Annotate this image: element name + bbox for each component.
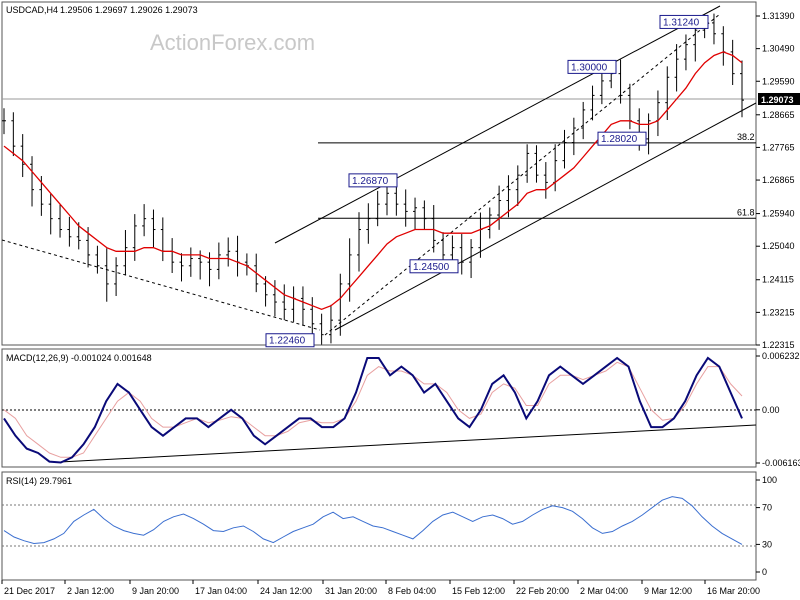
date-tick-label: 24 Jan 12:00: [260, 586, 312, 596]
callout-box: [265, 333, 315, 348]
watermark: ActionForex.com: [150, 30, 315, 55]
fib-label: 61.8: [737, 207, 755, 217]
price-y-tick-label: 1.26865: [762, 175, 795, 185]
date-tick-label: 15 Feb 12:00: [452, 586, 505, 596]
rsi-y-tick-label: 0: [762, 567, 767, 577]
callout-box: [659, 14, 709, 29]
price-header-ohlc: 1.29506 1.29697 1.29026 1.29073: [60, 5, 198, 15]
date-tick-label: 16 Mar 20:00: [707, 586, 760, 596]
price-callouts: 1.31240 1.30000 1.28020 1.26870 1.24500 1.224…: [265, 14, 709, 348]
macd-line: [3, 356, 743, 464]
last-price-box: [758, 93, 800, 105]
rsi-pane: [1, 471, 757, 581]
macd-trend-line: [59, 424, 757, 463]
callout-label: 1.30000: [571, 62, 608, 73]
rsi-line: [3, 496, 743, 545]
rsi-y-axis: 100 70 30 0: [756, 475, 777, 577]
date-axis: 21 Dec 2017 2 Jan 12:00 9 Jan 20:00 17 Jan …: [1, 580, 760, 596]
price-y-axis: 1.31390 1.30490 1.29590 1.28665 1.27765 1.268…: [756, 11, 795, 350]
channel-mid-dashed-line: [324, 13, 721, 336]
date-tick-label: 17 Jan 04:00: [195, 586, 247, 596]
date-tick-label: 2 Jan 12:00: [67, 586, 114, 596]
downtrend-dashed-line: [1, 239, 321, 331]
price-y-tick-label: 1.31390: [762, 11, 795, 21]
callout-box: [567, 59, 617, 74]
price-y-tick-label: 1.28665: [762, 110, 795, 120]
macd-pane: [1, 348, 757, 468]
date-tick-label: 31 Jan 20:00: [325, 586, 377, 596]
date-tick-label: 8 Feb 04:00: [388, 586, 436, 596]
date-tick-label: 9 Mar 12:00: [644, 586, 692, 596]
date-tick-label: 9 Jan 20:00: [132, 586, 179, 596]
callout-label: 1.24500: [413, 262, 450, 273]
channel-lines: [1, 5, 757, 336]
price-y-tick-label: 1.23215: [762, 307, 795, 317]
channel-upper-line: [274, 5, 721, 244]
rsi-y-tick-label: 30: [762, 539, 772, 549]
macd-y-tick-label: 0.006232: [762, 351, 800, 361]
fib-label: 38.2: [737, 132, 755, 142]
date-tick-label: 21 Dec 2017: [4, 586, 55, 596]
rsi-y-tick-label: 70: [762, 503, 772, 513]
price-y-tick-label: 1.25940: [762, 209, 795, 219]
price-y-tick-label: 1.27765: [762, 142, 795, 152]
callout-label: 1.22460: [269, 336, 306, 347]
callout-label: 1.31240: [663, 17, 700, 28]
rsi-y-tick-label: 100: [762, 475, 777, 485]
rsi-header: RSI(14) 29.7961: [6, 476, 72, 486]
callout-box: [409, 259, 459, 274]
moving-average-line: [3, 51, 743, 310]
last-price-marker: 1.29073: [758, 93, 800, 105]
date-tick-label: 2 Mar 04:00: [580, 586, 628, 596]
callout-box: [597, 131, 647, 146]
price-y-tick-label: 1.29590: [762, 76, 795, 86]
channel-lower-line: [334, 102, 757, 331]
macd-signal-line: [3, 361, 743, 458]
price-y-tick-label: 1.25040: [762, 241, 795, 251]
price-header-symbol: USDCAD,H4: [6, 5, 58, 15]
macd-y-tick-label: -0.006163: [762, 458, 800, 468]
callout-box: [348, 173, 398, 188]
callout-label: 1.28020: [601, 134, 638, 145]
price-y-tick-label: 1.22315: [762, 340, 795, 350]
date-tick-label: 22 Feb 20:00: [516, 586, 569, 596]
last-price-label: 1.29073: [761, 95, 794, 105]
macd-y-tick-label: 0.00: [762, 405, 780, 415]
price-y-tick-label: 1.30490: [762, 44, 795, 54]
price-y-tick-label: 1.24115: [762, 275, 794, 285]
macd-header: MACD(12,26,9) -0.001024 0.001648: [6, 353, 152, 363]
macd-y-axis: 0.006232 0.00 -0.006163: [756, 351, 800, 468]
callout-label: 1.26870: [352, 176, 389, 187]
